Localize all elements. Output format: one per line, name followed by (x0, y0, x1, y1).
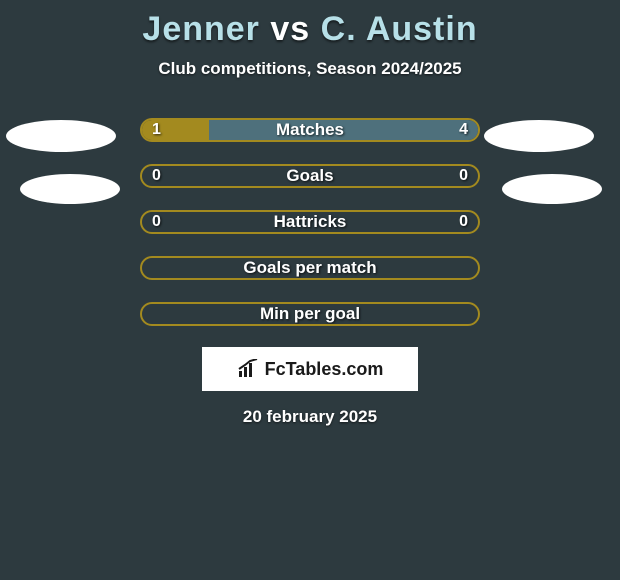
stat-bar: Goals per match (140, 256, 480, 280)
stat-bar: 0 Goals 0 (140, 164, 480, 188)
stat-label: Matches (142, 120, 478, 140)
stats-card: Jenner vs C. Austin Club competitions, S… (0, 0, 620, 580)
player1-name: Jenner (142, 10, 260, 48)
player2-name: C. Austin (321, 10, 478, 48)
stat-label: Hattricks (142, 212, 478, 232)
snapshot-date: 20 february 2025 (0, 407, 620, 427)
player2-badge-alt (502, 174, 602, 204)
subtitle: Club competitions, Season 2024/2025 (0, 59, 620, 79)
player1-badge-alt (20, 174, 120, 204)
stat-label: Min per goal (142, 304, 478, 324)
stat-label: Goals per match (142, 258, 478, 278)
stat-value-right: 4 (459, 120, 468, 140)
logo-text: FcTables.com (265, 359, 384, 380)
stat-value-right: 0 (459, 212, 468, 232)
stat-bar: 0 Hattricks 0 (140, 210, 480, 234)
stat-label: Goals (142, 166, 478, 186)
chart-icon (237, 359, 261, 379)
stat-row: Min per goal (0, 291, 620, 337)
stat-bar: 1 Matches 4 (140, 118, 480, 142)
stat-bar: Min per goal (140, 302, 480, 326)
player1-badge (6, 120, 116, 152)
source-logo: FcTables.com (202, 347, 418, 391)
page-title: Jenner vs C. Austin (0, 0, 620, 49)
stat-row: 0 Hattricks 0 (0, 199, 620, 245)
vs-text: vs (270, 10, 310, 48)
player2-badge (484, 120, 594, 152)
stat-value-right: 0 (459, 166, 468, 186)
stat-row: Goals per match (0, 245, 620, 291)
